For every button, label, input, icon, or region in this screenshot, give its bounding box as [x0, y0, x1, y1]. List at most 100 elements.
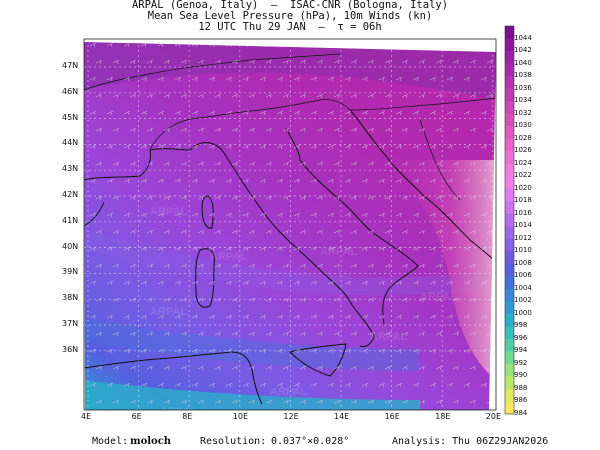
- wind-barb: [123, 314, 131, 320]
- watermark: ARPAL: [150, 206, 187, 218]
- wind-barb: [180, 297, 188, 303]
- wind-barb: [361, 110, 369, 116]
- wind-barb: [310, 382, 318, 388]
- wind-barb: [469, 399, 477, 405]
- wind-barb: [378, 144, 386, 150]
- wind-barb: [95, 331, 103, 337]
- wind-barb: [327, 280, 335, 286]
- wind-barb: [112, 161, 120, 167]
- wind-barb: [452, 365, 460, 371]
- wind-barb: [333, 127, 341, 133]
- wind-barb: [276, 382, 284, 388]
- wind-barb: [129, 331, 137, 337]
- wind-barb: [276, 348, 284, 354]
- wind-barb: [208, 212, 216, 218]
- wind-barb: [469, 229, 477, 235]
- wind-barb: [350, 127, 358, 133]
- wind-barb: [463, 212, 471, 218]
- wind-barb: [242, 76, 250, 82]
- wind-barb: [486, 229, 494, 235]
- wind-barb: [214, 263, 222, 269]
- latitude-label: 47N: [62, 61, 79, 70]
- colorbar-segment: [505, 188, 514, 202]
- chart-header: ARPAL (Genoa, Italy) — ISAC-CNR (Bologna…: [0, 0, 580, 33]
- wind-barb: [299, 195, 307, 201]
- wind-barb: [225, 314, 233, 320]
- wind-barb: [259, 246, 267, 252]
- wind-barb: [469, 93, 477, 99]
- wind-barb: [259, 110, 267, 116]
- wind-barb: [452, 161, 460, 167]
- wind-barb: [174, 144, 182, 150]
- wind-barb: [140, 76, 148, 82]
- wind-barb: [316, 195, 324, 201]
- wind-barb: [231, 195, 239, 201]
- wind-barb: [248, 229, 256, 235]
- wind-barb: [299, 93, 307, 99]
- wind-barb: [242, 382, 250, 388]
- wind-barb: [163, 93, 171, 99]
- longitude-label: 8E: [182, 412, 193, 421]
- wind-barb: [344, 212, 352, 218]
- wind-barb: [344, 314, 352, 320]
- colorbar-label: 1036: [514, 83, 532, 92]
- wind-barb: [231, 93, 239, 99]
- coastline-france: [84, 149, 151, 181]
- wind-barb: [469, 365, 477, 371]
- wind-barb: [333, 365, 341, 371]
- colorbar-label: 992: [514, 358, 528, 367]
- wind-barb: [412, 178, 420, 184]
- wind-barb: [327, 382, 335, 388]
- wind-barb: [242, 178, 250, 184]
- colorbar-label: 994: [514, 346, 528, 355]
- wind-barb: [157, 382, 165, 388]
- wind-barb: [225, 110, 233, 116]
- wind-barb: [140, 382, 148, 388]
- wind-barb: [140, 246, 148, 252]
- wind-barb: [327, 246, 335, 252]
- wind-barb: [129, 229, 137, 235]
- colorbar-segment: [505, 376, 514, 390]
- wind-barb: [412, 382, 420, 388]
- wind-barb: [401, 59, 409, 65]
- colorbar-segment: [505, 263, 514, 277]
- wind-barb: [89, 348, 97, 354]
- wind-barb: [367, 127, 375, 133]
- wind-barb: [248, 331, 256, 337]
- wind-barb: [95, 297, 103, 303]
- wind-barb: [299, 59, 307, 65]
- wind-barb: [265, 93, 273, 99]
- wind-barb: [418, 365, 426, 371]
- wind-barb: [446, 314, 454, 320]
- wind-barb: [333, 59, 341, 65]
- wind-barb: [333, 399, 341, 405]
- wind-barb: [140, 144, 148, 150]
- wind-barb: [429, 280, 437, 286]
- wind-barb: [469, 331, 477, 337]
- wind-barb: [435, 365, 443, 371]
- colorbar-segment: [505, 201, 514, 215]
- colorbar-label: 996: [514, 333, 528, 342]
- wind-barb: [89, 246, 97, 252]
- longitude-label: 18E: [435, 412, 451, 421]
- wind-barb: [412, 76, 420, 82]
- colorbar-label: 1026: [514, 146, 532, 155]
- wind-barb: [123, 246, 131, 252]
- wind-barb: [469, 59, 477, 65]
- wind-barb: [469, 161, 477, 167]
- wind-barb: [95, 127, 103, 133]
- wind-barb: [106, 178, 114, 184]
- wind-barb: [299, 229, 307, 235]
- wind-barb: [197, 399, 205, 405]
- latitude-label: 36N: [62, 344, 79, 354]
- wind-barb: [310, 110, 318, 116]
- wind-barb: [435, 161, 443, 167]
- wind-barb: [140, 314, 148, 320]
- wind-barb: [282, 127, 290, 133]
- resolution-label: Resolution:: [200, 436, 267, 447]
- wind-barb: [412, 110, 420, 116]
- wind-barb: [310, 246, 318, 252]
- wind-barb: [157, 246, 165, 252]
- wind-barbs: [89, 42, 494, 405]
- wind-barb: [327, 110, 335, 116]
